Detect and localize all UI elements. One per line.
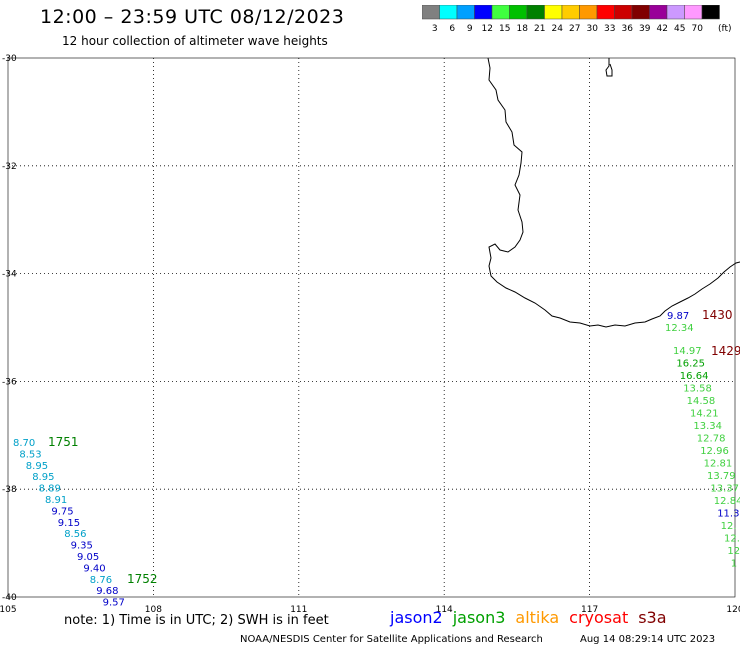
- footer-timestamp: Aug 14 08:29:14 UTC 2023: [580, 634, 716, 645]
- wave-height-value: 9.15: [58, 518, 80, 529]
- color-scale-label: 27: [569, 24, 580, 34]
- wave-height-value: 9.57: [103, 598, 125, 609]
- legend-item-altika: altika: [515, 608, 560, 627]
- latitude-tick-label: -36: [2, 377, 17, 387]
- wave-height-value: 12.: [721, 521, 737, 532]
- legend-item-jason2: jason2: [390, 608, 443, 627]
- color-scale-label: 36: [622, 24, 634, 34]
- wave-height-value: 14.58: [687, 396, 716, 407]
- wave-height-value: 12.: [727, 546, 740, 557]
- color-scale-label: 3: [432, 24, 438, 34]
- wave-height-value: 1: [731, 559, 737, 570]
- longitude-tick-label: 111: [290, 605, 307, 615]
- color-scale-bar: 3 6 9 12 15 18 21 24 27 30 33 36 39 42 45 70 (ft): [422, 5, 732, 34]
- wave-height-value: 12.81: [704, 459, 733, 470]
- longitude-tick-label: 114: [436, 605, 453, 615]
- wave-height-value: 12.: [724, 534, 740, 545]
- wave-height-value: 9.87: [667, 311, 689, 322]
- wave-height-value: 12.84: [714, 496, 740, 507]
- wave-height-value: 12.78: [697, 434, 726, 445]
- color-scale-label: 70: [692, 24, 704, 34]
- altimeter-tracks: 17518.708.538.958.958.898.919.759.158.56…: [13, 308, 740, 609]
- wave-height-value: 9.05: [77, 552, 99, 563]
- wave-height-value: 9.40: [83, 563, 105, 574]
- color-swatch: [701, 5, 720, 20]
- wave-height-value: 13.37: [710, 484, 739, 495]
- wave-height-value: 9.75: [51, 506, 73, 517]
- color-scale-label: 45: [674, 24, 685, 34]
- color-scale-label: 33: [604, 24, 615, 34]
- longitude-tick-label: 120: [726, 605, 740, 615]
- track-time-label: 1429: [711, 344, 740, 358]
- footer-note: note: 1) Time is in UTC; 2) SWH is in fe…: [64, 613, 329, 628]
- wave-height-value: 16.25: [676, 359, 705, 370]
- wave-height-value: 11.3: [717, 509, 739, 520]
- color-scale-label: 12: [482, 24, 493, 34]
- latitude-tick-label: -40: [2, 593, 17, 603]
- wave-height-value: 9.68: [96, 586, 118, 597]
- legend-item-jason3: jason3: [452, 608, 506, 627]
- latitude-tick-label: -32: [2, 162, 17, 172]
- satellite-legend: jason2 jason3 altika cryosat s3a: [390, 608, 677, 627]
- wave-height-value: 12.96: [700, 446, 729, 457]
- color-scale-label: 24: [552, 24, 564, 34]
- wave-height-value: 8.95: [32, 472, 54, 483]
- wave-height-value: 8.53: [19, 449, 41, 460]
- wave-height-value: 9.35: [71, 541, 93, 552]
- color-scale-label: 6: [449, 24, 455, 34]
- longitude-tick-label: 117: [581, 605, 598, 615]
- color-scale-label: 42: [657, 24, 668, 34]
- wave-height-value: 13.58: [683, 384, 712, 395]
- color-scale-label: 30: [587, 24, 599, 34]
- wave-height-value: 8.70: [13, 438, 35, 449]
- color-scale-label: 15: [499, 24, 510, 34]
- wave-height-value: 8.76: [90, 575, 112, 586]
- coastline-australia: [487, 57, 740, 328]
- wave-height-value: 12.34: [665, 323, 694, 334]
- color-scale-label: 18: [517, 24, 529, 34]
- wave-height-value: 14.21: [690, 409, 719, 420]
- footer-credit: NOAA/NESDIS Center for Satellite Applica…: [240, 634, 543, 645]
- wave-height-value: 8.95: [26, 461, 48, 472]
- color-scale-label: 39: [639, 24, 651, 34]
- wave-height-value: 8.91: [45, 495, 67, 506]
- color-scale-unit: (ft): [718, 24, 732, 34]
- map-grid: [7, 57, 736, 598]
- legend-item-s3a: s3a: [638, 608, 667, 627]
- longitude-tick-label: 108: [145, 605, 162, 615]
- map-subtitle: 12 hour collection of altimeter wave hei…: [62, 34, 328, 48]
- latitude-tick-label: -38: [2, 485, 17, 495]
- color-scale-label: 9: [467, 24, 473, 34]
- legend-item-cryosat: cryosat: [569, 608, 629, 627]
- longitude-tick-label: 105: [0, 605, 17, 615]
- track-time-label: 1430: [702, 308, 733, 322]
- latitude-tick-label: -34: [2, 270, 17, 280]
- latitude-tick-label: -30: [2, 54, 17, 64]
- color-scale-label: 21: [534, 24, 545, 34]
- wave-height-value: 14.97: [673, 346, 702, 357]
- wave-height-value: 8.56: [64, 529, 86, 540]
- island-outline: [605, 58, 613, 77]
- track-time-end: 1752: [127, 572, 158, 586]
- track-time-start: 1751: [48, 435, 79, 449]
- wave-height-value: 13.34: [693, 421, 722, 432]
- map-frame: [7, 57, 736, 598]
- wave-height-value: 16.64: [680, 371, 709, 382]
- wave-height-value: 13.79: [707, 471, 736, 482]
- wave-height-value: 8.89: [39, 484, 61, 495]
- map-tick-labels: 105 108 111 114 117 120 -30 -32 -34 -36 -38 -40: [0, 54, 740, 615]
- map-title: 12:00 – 23:59 UTC 08/12/2023: [40, 6, 345, 28]
